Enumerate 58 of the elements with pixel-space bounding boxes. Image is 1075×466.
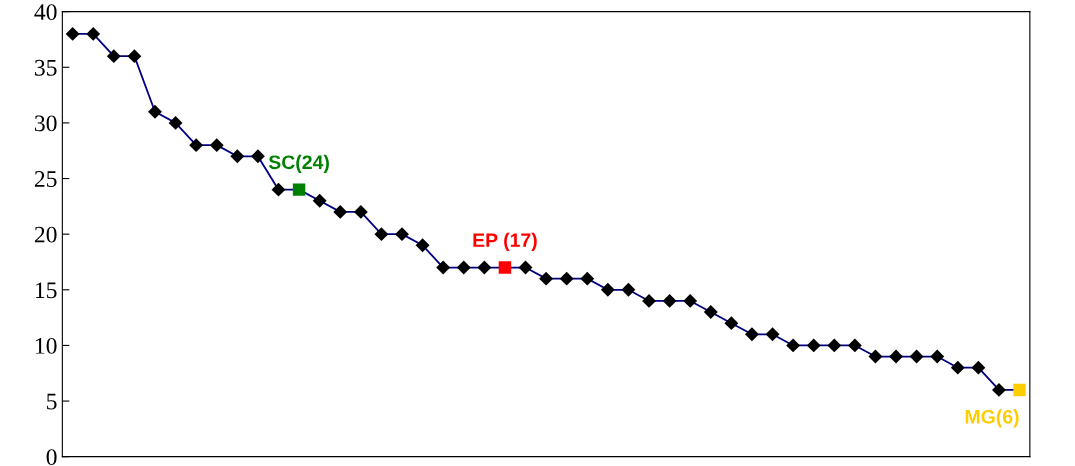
point [621,282,636,297]
point [374,227,389,242]
point [600,282,615,297]
point [827,338,842,353]
point [333,204,348,219]
point [86,26,101,41]
point [539,271,554,286]
y-tick-label: 30 [35,115,57,132]
y-tick-label: 40 [34,4,57,21]
point [477,260,492,275]
point [662,293,677,308]
point [312,193,327,208]
point [209,138,224,153]
point [1013,383,1026,397]
point [106,49,121,64]
point [395,227,409,242]
point [765,327,780,342]
point [168,115,183,130]
point [292,183,306,196]
point [498,261,512,274]
point [847,338,862,353]
point [683,293,698,308]
point [559,271,574,286]
data-label: SC(24) [268,154,329,173]
point [580,271,595,286]
point [889,349,903,364]
point [745,327,759,342]
point [456,260,471,275]
point [127,49,142,64]
point [724,316,739,331]
y-tick-label: 20 [34,226,57,243]
point [909,349,924,364]
point [971,360,986,375]
point [230,149,245,164]
point [148,104,162,119]
y-tick-label: 5 [47,393,57,410]
y-tick-label: 35 [35,59,57,76]
point [806,338,821,353]
point [642,293,656,308]
data-label: EP (17) [473,232,537,251]
point [189,138,204,153]
point [436,260,451,275]
y-tick-label: 15 [35,282,57,299]
point [786,338,801,353]
point [950,360,965,375]
y-tick-label: 10 [35,337,57,354]
point [250,149,265,164]
point [868,349,883,364]
point [65,26,80,41]
y-tick-label: 0 [46,449,57,466]
point [930,349,945,364]
point [992,382,1006,397]
point [353,204,368,219]
data-label: MG(6) [965,409,1019,428]
y-tick-label: 25 [34,171,57,187]
point [271,182,286,197]
point [415,238,430,253]
point [703,305,718,319]
